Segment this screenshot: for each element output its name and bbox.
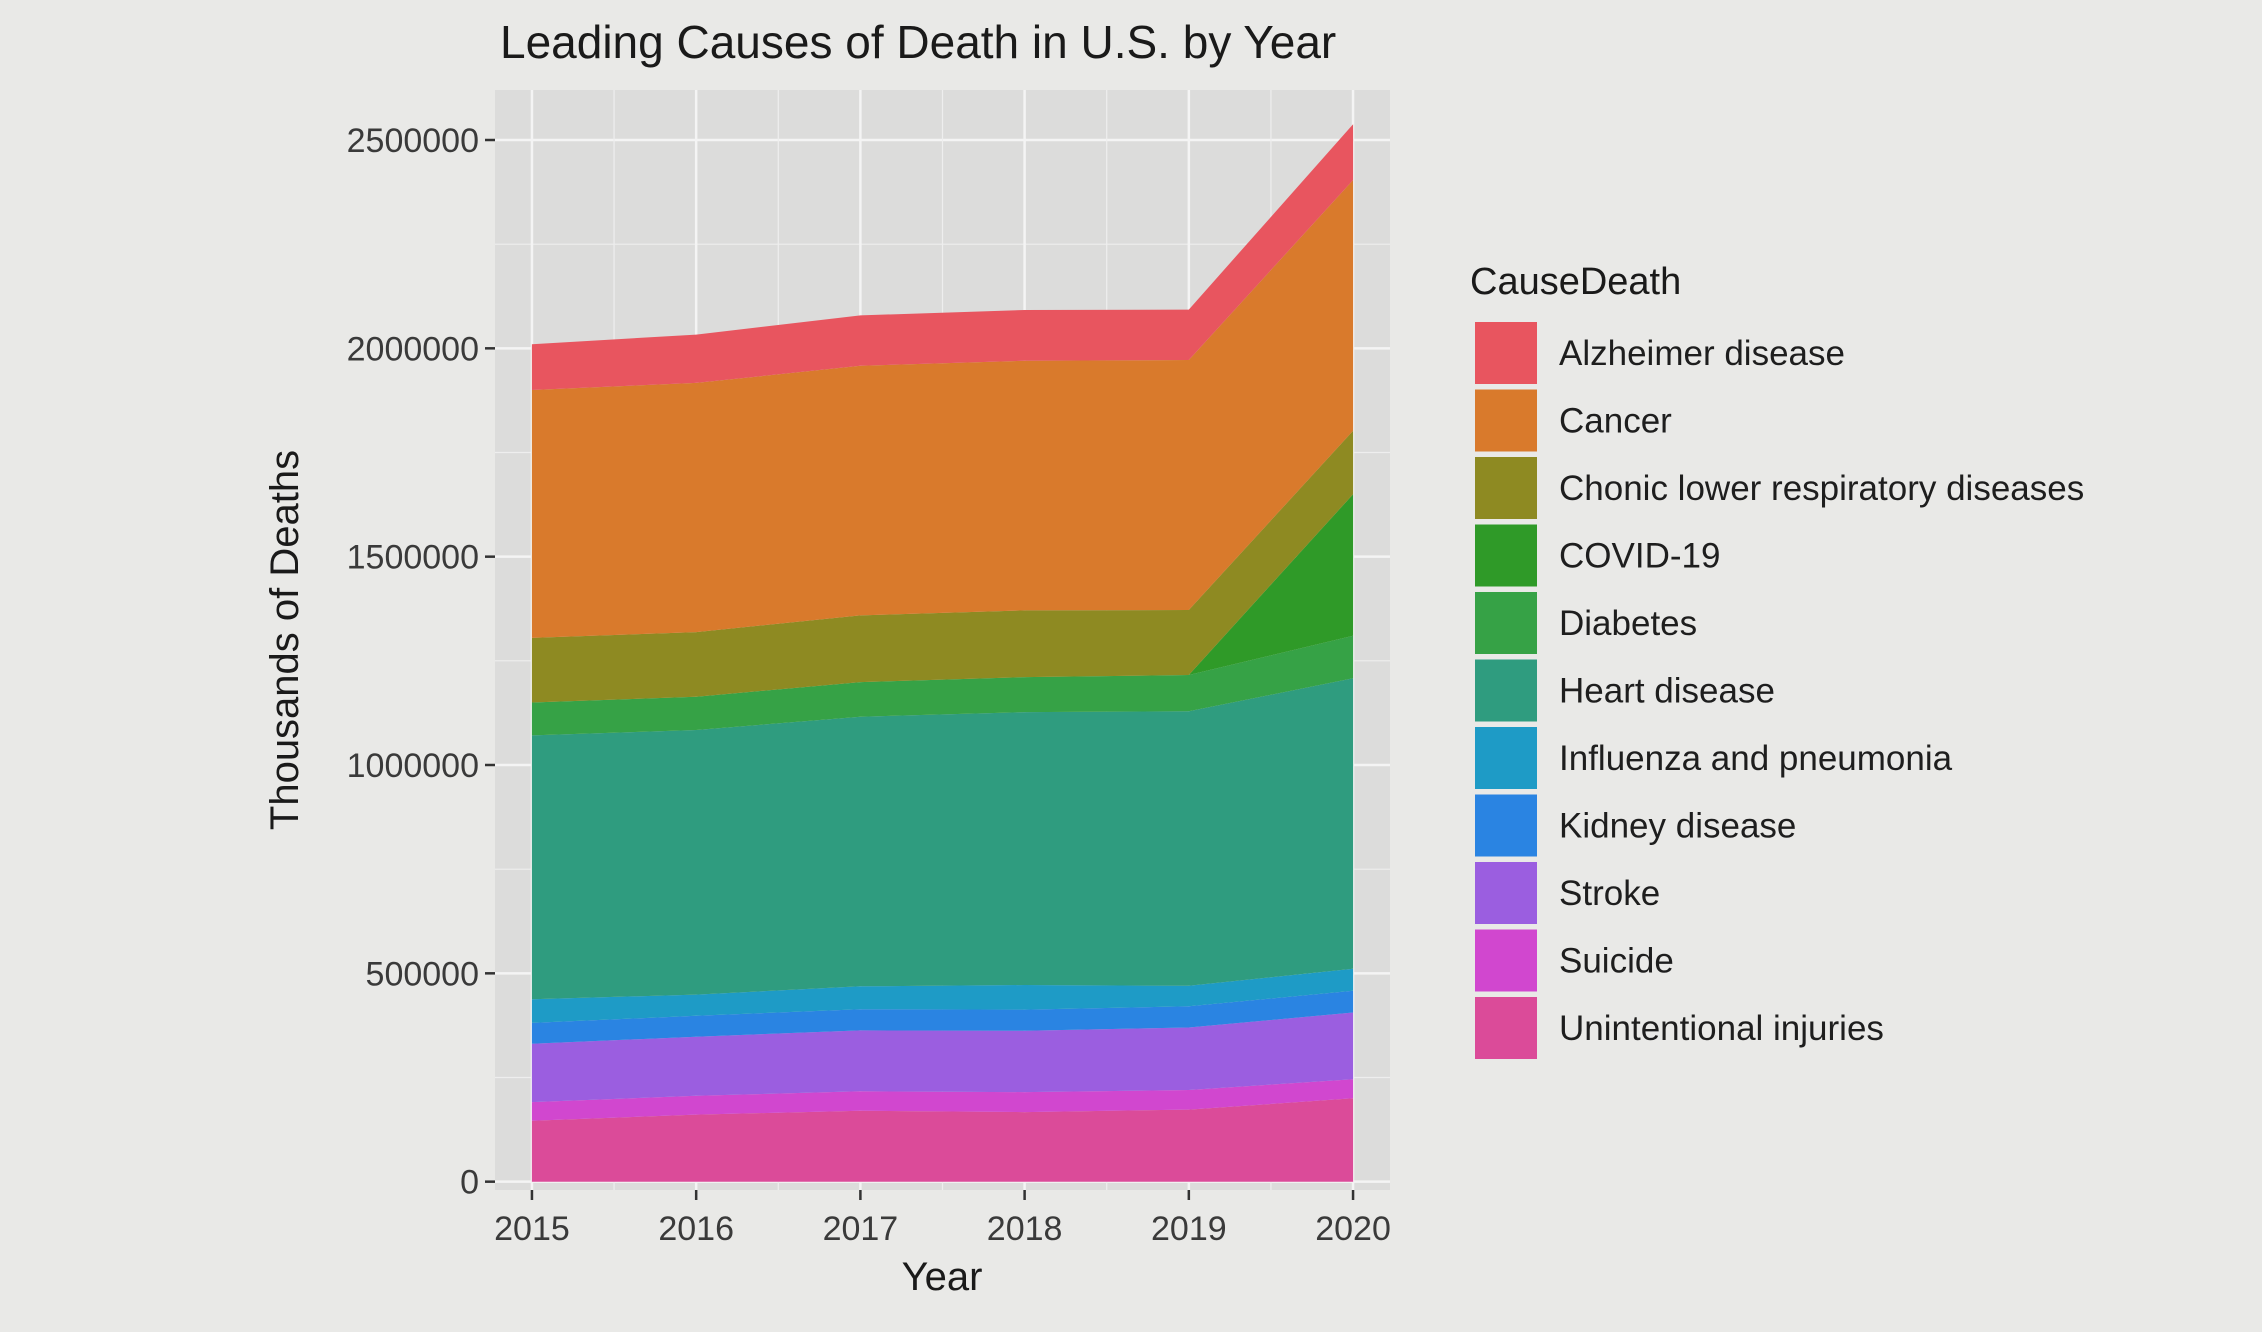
y-tick-label: 2500000 (347, 122, 479, 160)
legend-label: Kidney disease (1559, 807, 1796, 846)
legend-key (1475, 524, 1537, 587)
area-stroke (531, 1012, 1354, 1103)
area-alzheimer-disease (531, 124, 1354, 390)
x-tick-label: 2015 (494, 1210, 570, 1248)
legend-label: Influenza and pneumonia (1559, 739, 1953, 778)
area-heart-disease (531, 678, 1354, 1000)
x-tick-label: 2018 (987, 1210, 1063, 1248)
y-tick-label: 500000 (366, 955, 479, 993)
area-cancer (531, 180, 1354, 638)
legend-label: COVID-19 (1559, 537, 1720, 576)
legend: Alzheimer disease Cancer Chonic lower resp… (1475, 322, 2084, 1059)
legend-label: Diabetes (1559, 604, 1697, 643)
legend-label: Cancer (1559, 402, 1672, 441)
x-axis-label: Year (902, 1255, 983, 1299)
chart-title: Leading Causes of Death in U.S. by Year (500, 16, 1336, 68)
area-layers (531, 124, 1354, 1182)
y-tick-label: 0 (460, 1164, 479, 1202)
area-influenza-and-pneumonia (531, 968, 1354, 1023)
x-axis: 2015 2016 2017 2018 2019 2020 (494, 1190, 1391, 1248)
legend-key (1475, 322, 1537, 384)
legend-key (1475, 457, 1537, 519)
y-tick-label: 1000000 (347, 747, 479, 785)
y-tick-label: 1500000 (347, 539, 479, 577)
legend-key (1475, 727, 1537, 789)
legend-label: Stroke (1559, 874, 1660, 913)
area-suicide (531, 1079, 1354, 1121)
x-tick-label: 2020 (1315, 1210, 1391, 1248)
legend-label: Unintentional injuries (1559, 1009, 1884, 1048)
legend-key (1475, 794, 1537, 857)
legend-key (1475, 659, 1537, 722)
legend-label: Heart disease (1559, 672, 1775, 711)
legend-label: Alzheimer disease (1559, 334, 1845, 373)
y-tick-label: 2000000 (347, 330, 479, 368)
legend-key (1475, 997, 1537, 1059)
legend-label: Suicide (1559, 942, 1674, 981)
y-axis: 0 500000 1000000 1500000 2000000 2500000 (347, 122, 495, 1202)
y-axis-label: Thousands of Deaths (263, 450, 307, 830)
x-tick-label: 2017 (823, 1210, 899, 1248)
area-kidney-disease (531, 990, 1354, 1044)
legend-label: Chonic lower respiratory diseases (1559, 469, 2084, 508)
area-diabetes (531, 635, 1354, 736)
legend-key (1475, 862, 1537, 924)
legend-key (1475, 389, 1537, 452)
legend-key (1475, 929, 1537, 992)
area-chonic-lower-respiratory-diseases (531, 430, 1354, 703)
area-unintentional-injuries (531, 1098, 1354, 1182)
x-tick-label: 2019 (1151, 1210, 1227, 1248)
legend-key (1475, 592, 1537, 654)
x-tick-label: 2016 (658, 1210, 734, 1248)
legend-title: CauseDeath (1470, 261, 1681, 303)
